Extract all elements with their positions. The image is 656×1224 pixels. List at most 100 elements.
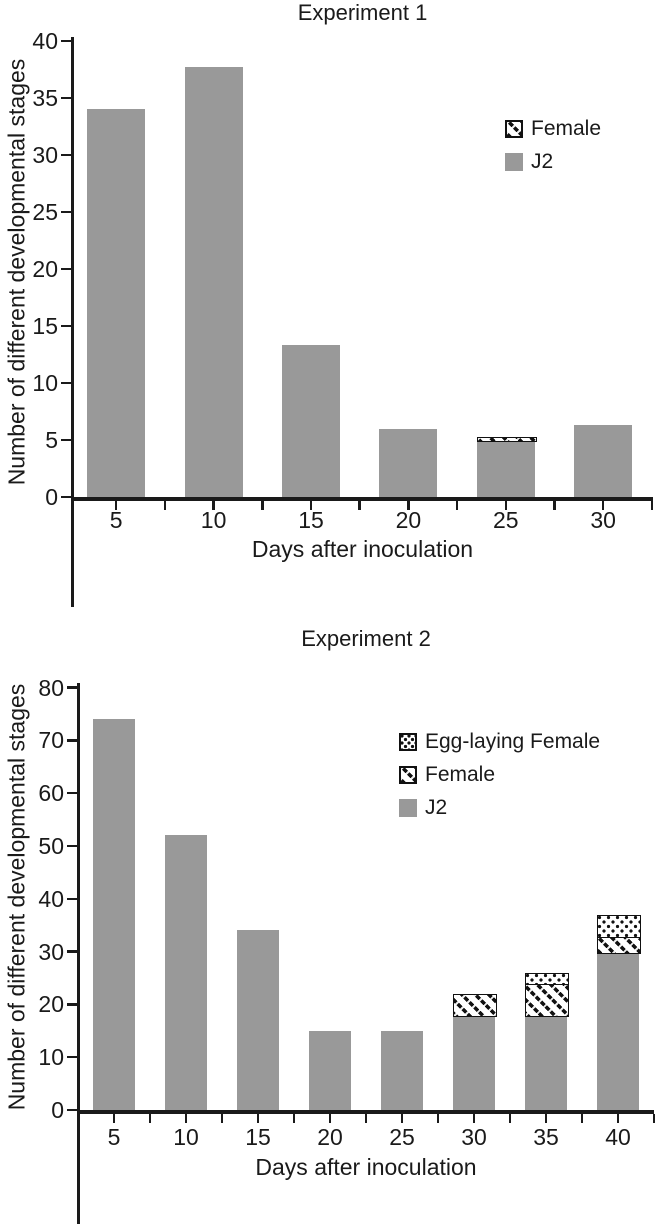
chart-title: Experiment 1	[297, 0, 428, 25]
y-tick-label: 50	[38, 833, 64, 859]
x-tick-label: 40	[605, 1124, 631, 1150]
x-tick-label: 30	[590, 507, 616, 533]
x-tick	[364, 1114, 368, 1123]
bar-segment-j2	[87, 109, 146, 497]
x-tick	[650, 501, 654, 510]
x-tick	[261, 501, 264, 510]
legend-label: Female	[425, 763, 496, 786]
bar-segment-j2	[379, 428, 438, 497]
x-tick	[112, 1114, 116, 1123]
x-tick-label: 5	[109, 507, 123, 533]
y-tick	[67, 1003, 77, 1006]
y-tick-label: 70	[38, 727, 64, 754]
y-tick-label: 20	[32, 256, 58, 282]
legend-swatch-diagonal-hatch	[399, 766, 417, 784]
x-tick	[544, 1114, 548, 1123]
bar-segment-female	[476, 436, 537, 442]
legend: Female J2	[505, 118, 601, 173]
legend-swatch-dots	[399, 733, 417, 751]
y-tick	[61, 324, 71, 328]
x-tick-label: 5	[107, 1124, 121, 1150]
x-tick	[184, 1114, 188, 1123]
x-axis-label: Days after inoculation	[251, 536, 474, 562]
x-tick-label: 10	[200, 507, 227, 533]
y-tick	[67, 1108, 77, 1112]
bar-segment-j2	[309, 1030, 351, 1110]
bar-segment-female	[525, 983, 569, 1017]
y-tick	[61, 210, 71, 214]
bar-segment-j2	[237, 930, 279, 1110]
y-tick	[67, 844, 77, 848]
bar-segment-j2	[93, 719, 135, 1110]
y-tick-label: 0	[45, 484, 58, 510]
legend-item: Egg-laying Female	[399, 731, 600, 753]
y-tick	[67, 1055, 77, 1059]
x-tick-label: 25	[389, 1124, 415, 1150]
y-tick-label: 60	[38, 780, 64, 807]
y-tick-label: 5	[45, 427, 58, 453]
bar-segment-j2	[525, 1014, 567, 1110]
y-tick	[67, 739, 77, 742]
x-tick	[328, 1114, 332, 1123]
y-tick	[67, 686, 77, 689]
y-tick-label: 10	[32, 370, 58, 396]
y-tick-label: 40	[32, 28, 58, 54]
bar-segment-j2	[165, 835, 207, 1110]
y-tick-label: 30	[32, 142, 58, 168]
y-tick-label: 25	[32, 199, 58, 225]
legend-item: Female	[505, 118, 601, 140]
legend-label: Egg-laying Female	[425, 730, 601, 753]
y-tick	[61, 381, 71, 385]
x-tick	[601, 501, 605, 510]
y-tick	[67, 897, 77, 901]
bar-segment-female	[597, 935, 641, 954]
x-tick-label: 20	[395, 507, 422, 533]
x-tick	[212, 501, 215, 510]
y-axis-line	[70, 37, 74, 607]
bar-segment-j2	[574, 425, 633, 497]
x-tick	[652, 1114, 656, 1123]
x-tick	[114, 501, 118, 510]
bar-segment-j2	[597, 951, 639, 1110]
x-tick-label: 10	[173, 1124, 199, 1150]
bar-segment-female	[453, 993, 497, 1017]
x-tick	[407, 501, 410, 510]
x-axis-label: Days after inoculation	[255, 1154, 477, 1180]
legend-item: Female	[399, 764, 600, 786]
y-tick-label: 20	[38, 991, 64, 1018]
legend: Egg-laying Female Female J2	[399, 731, 600, 819]
y-tick	[61, 267, 71, 271]
y-tick-label: 35	[32, 85, 58, 111]
x-tick	[508, 1114, 512, 1123]
y-tick-label: 15	[32, 313, 58, 339]
bar-segment-j2	[381, 1030, 423, 1110]
x-tick	[553, 501, 556, 510]
legend-label: Female	[531, 117, 602, 140]
y-tick	[61, 495, 71, 499]
legend-label: J2	[425, 796, 448, 819]
x-tick	[163, 501, 167, 510]
y-tick-label: 10	[38, 1044, 64, 1071]
legend-swatch-solid-gray	[399, 799, 417, 817]
y-tick	[67, 950, 77, 953]
y-tick-label: 80	[38, 674, 64, 701]
legend-item: J2	[505, 151, 601, 173]
bar-segment-j2	[184, 67, 243, 497]
y-tick-label: 30	[38, 938, 64, 965]
bar-segment-j2	[282, 345, 340, 497]
bar-segment-egg-laying-female	[525, 972, 569, 986]
x-tick	[436, 1114, 440, 1123]
legend-item: J2	[399, 797, 600, 819]
y-tick-label: 0	[51, 1097, 64, 1123]
x-tick	[504, 501, 508, 510]
y-tick	[67, 791, 77, 795]
bar-segment-egg-laying-female	[597, 914, 641, 938]
x-tick-label: 25	[493, 507, 519, 533]
bar-segment-j2	[453, 1014, 495, 1110]
x-tick-label: 30	[461, 1124, 487, 1150]
legend-swatch-solid-gray	[505, 153, 523, 171]
y-tick	[61, 438, 71, 442]
x-tick	[292, 1114, 296, 1123]
x-tick-label: 35	[533, 1124, 559, 1150]
